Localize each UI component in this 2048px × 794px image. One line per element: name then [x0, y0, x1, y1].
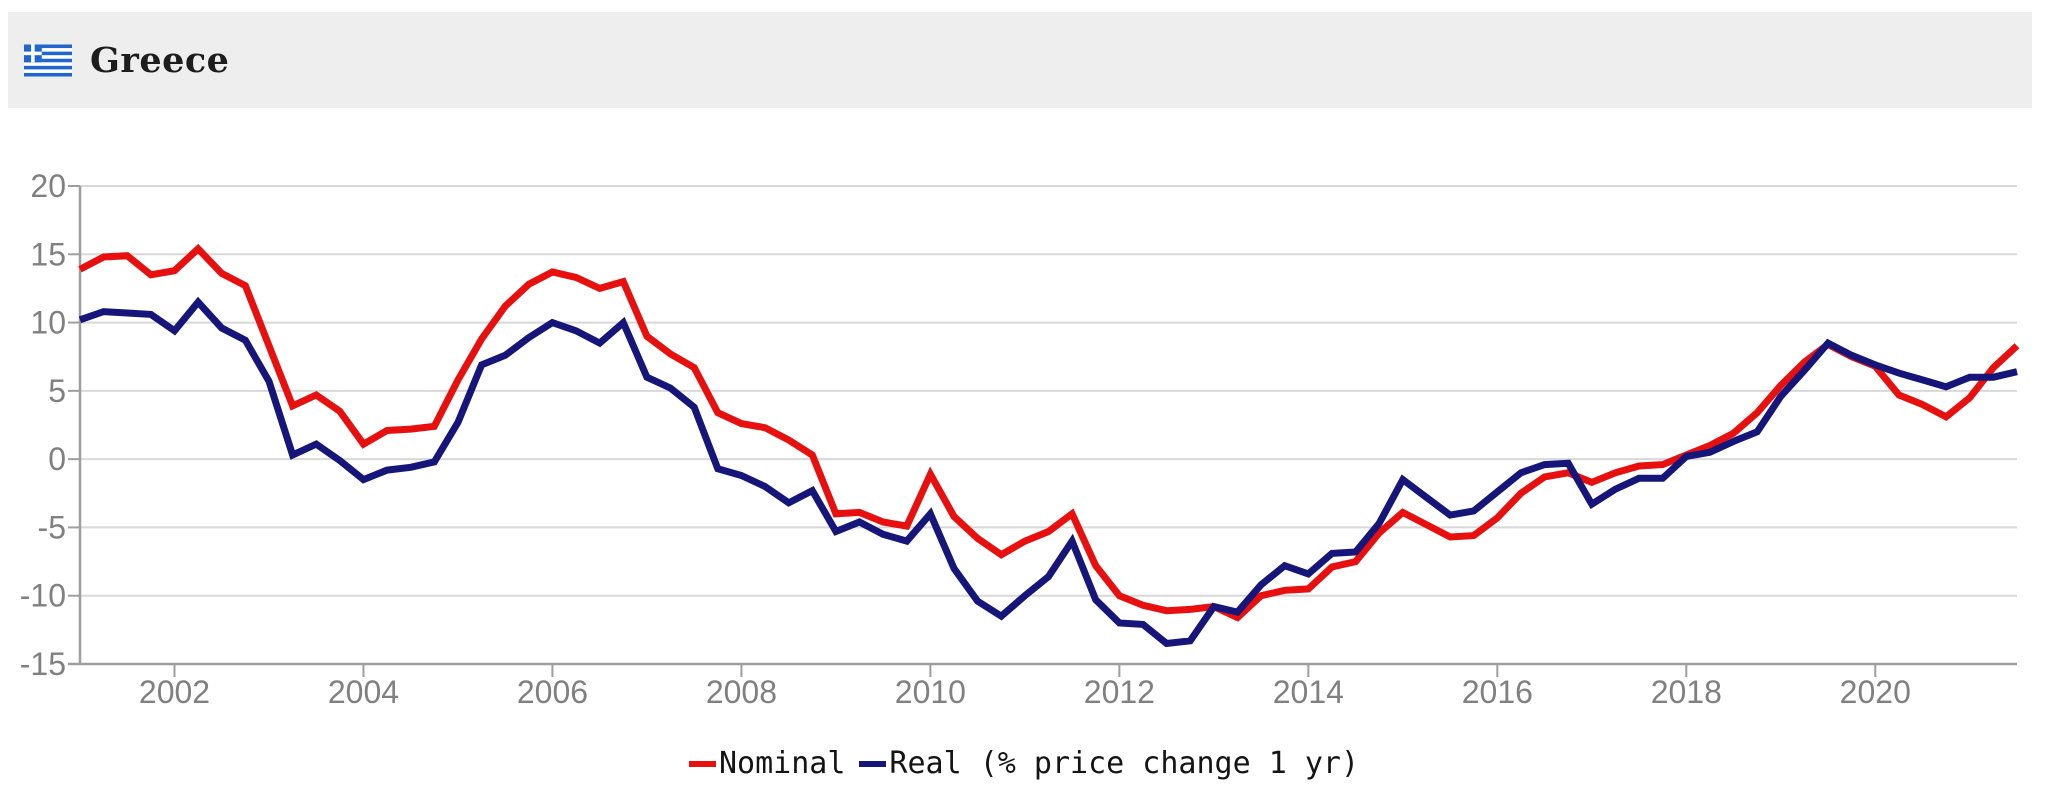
y-tick-label-10: 10: [30, 305, 66, 341]
y-tick-label--10: -10: [20, 578, 66, 614]
y-tick-label-5: 5: [48, 373, 66, 409]
x-tick-label-2002: 2002: [139, 674, 210, 710]
series-line-real: [78, 296, 2018, 648]
x-tick-label-2012: 2012: [1084, 674, 1155, 710]
x-tick-label-2004: 2004: [328, 674, 399, 710]
page-title: Greece: [90, 39, 230, 81]
greece-flag-icon: [24, 44, 72, 76]
y-tick-label-0: 0: [48, 441, 66, 477]
line-chart: 20 15 10 5 0 -5 -10 -15 2002 2004 2006 2008 2010 2012…: [20, 168, 2020, 710]
x-tick-label-2010: 2010: [895, 674, 966, 710]
y-tick-label--15: -15: [20, 646, 66, 682]
legend-label-nominal: Nominal: [718, 746, 846, 781]
x-tick-label-2008: 2008: [706, 674, 777, 710]
country-header: Greece: [8, 12, 2032, 108]
legend-item-real: Real (% price change 1 yr): [859, 746, 1359, 781]
legend-label-real: Real (% price change 1 yr): [889, 746, 1360, 781]
x-tick-label-2014: 2014: [1273, 674, 1344, 710]
series-line-nominal: [78, 243, 2020, 622]
real-line-marker: [859, 760, 887, 767]
y-tick-label-15: 15: [30, 236, 66, 272]
nominal-line-marker: [688, 760, 716, 767]
x-tick-label-2016: 2016: [1462, 674, 1533, 710]
legend-item-nominal: Nominal: [688, 746, 846, 781]
x-tick-label-2006: 2006: [517, 674, 588, 710]
y-tick-label-20: 20: [30, 168, 66, 204]
x-tick-label-2020: 2020: [1840, 674, 1911, 710]
x-tick-label-2018: 2018: [1651, 674, 1722, 710]
y-tick-label--5: -5: [38, 509, 66, 545]
chart-legend: Nominal Real (% price change 1 yr): [0, 746, 2048, 781]
